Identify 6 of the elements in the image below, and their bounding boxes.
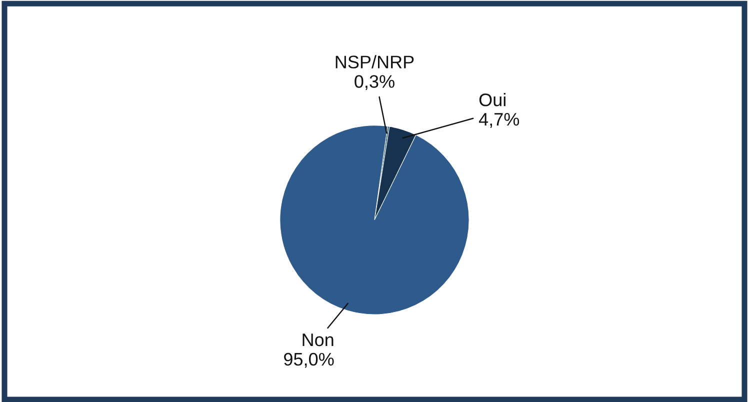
slice-label: Non <box>302 334 334 346</box>
data-label: 4,7% <box>478 113 520 128</box>
data-label: 95,0% <box>284 352 334 368</box>
slice-label: Oui <box>479 93 506 106</box>
data-label: 0,3% <box>354 75 394 90</box>
slice-label: NSP/NRP <box>336 55 414 68</box>
